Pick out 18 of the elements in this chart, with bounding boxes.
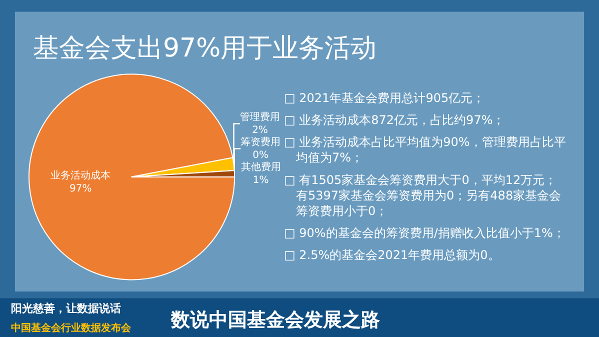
text: 阳光慈善，让数据说话 [11, 302, 121, 315]
text: □ 2.5%的基金会2021年费用总额为0。 [284, 248, 500, 262]
text: □ 有1505家基金会筹资费用大于0，平均12万元；有5397家基金会筹资费用为0；另有488家基金会筹资费用小于0； [284, 173, 562, 218]
chart-title: 基金会支出97%用于业务活动 [32, 33, 377, 64]
text: 0% [252, 150, 269, 162]
data-label: 1% [252, 175, 269, 186]
text: 数说中国基金会发展之路 [170, 309, 380, 331]
slice-label: 其他费用 [240, 161, 281, 174]
text: □ 业务活动成本占比平均值为90%，管理费用占比平均值为7%； [284, 135, 566, 165]
text: □ 90%的基金会的筹资费用/捐赠收入比值小于1%； [284, 226, 565, 240]
data-label: 2% [252, 125, 268, 136]
text: 中国基金会行业数据发布会 [11, 322, 132, 334]
text: □ 2021年基金会费用总计905亿元； [284, 91, 485, 105]
category-label: 筹资费用 [240, 137, 281, 148]
slice-label: 管理费用 [240, 111, 280, 124]
data-label: 97% [70, 183, 92, 194]
text: □ 业务活动成本872亿元，占比约97%； [284, 113, 505, 127]
slice-label: 业务活动成本 [50, 169, 111, 182]
